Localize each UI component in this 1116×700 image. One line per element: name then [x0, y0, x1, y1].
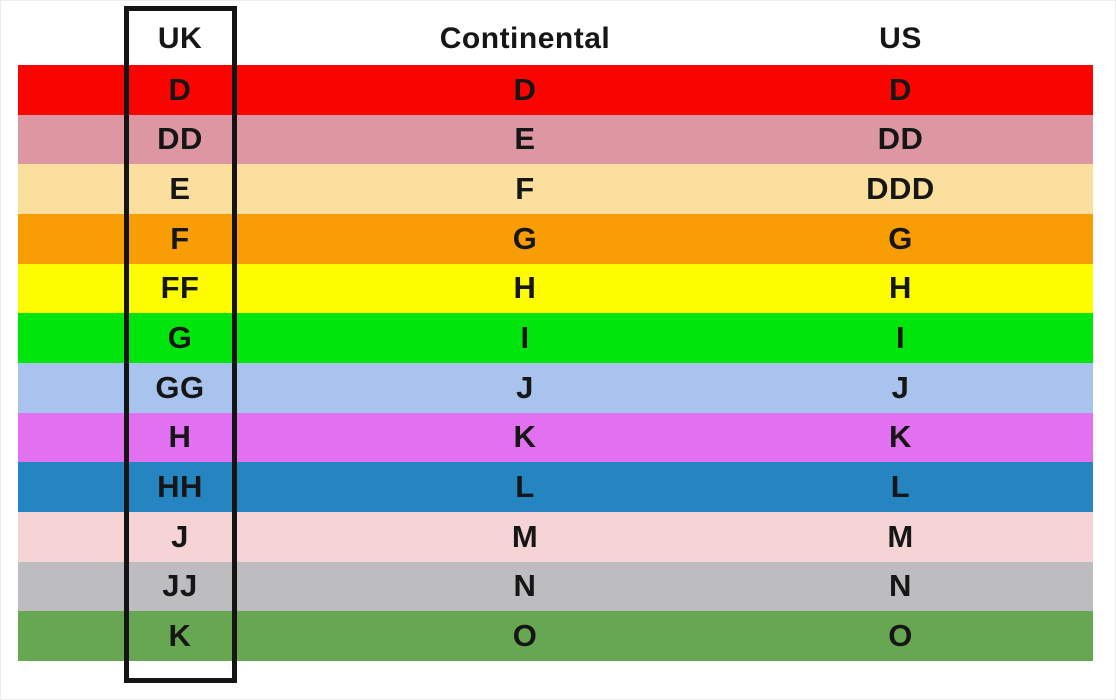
table-cell-continental: H [513, 270, 537, 306]
table-cell-us: G [888, 220, 913, 256]
table-cell-uk: JJ [162, 568, 198, 604]
table-rows: D D D DD E DD E F DDD F G G FF H H G I I GG J J H K K HH L L J M M JJ N… [18, 65, 1093, 661]
table-cell-continental: J [516, 369, 534, 405]
table-cell-continental: I [520, 320, 530, 356]
table-cell-uk: J [171, 518, 189, 554]
table-cell-us: D [889, 71, 912, 107]
table-cell-us: DDD [866, 171, 935, 207]
table-cell-continental: E [514, 121, 536, 157]
column-header-uk: UK [157, 22, 203, 55]
table-cell-continental: D [513, 71, 537, 107]
table-cell-us: J [891, 369, 910, 405]
column-header-continental: Continental [439, 22, 611, 55]
table-row: E F DDD [18, 164, 1093, 214]
table-cell-uk: H [168, 419, 192, 455]
table-cell-us: M [887, 518, 914, 554]
table-row: JJ N N [18, 561, 1093, 612]
table-cell-uk: D [168, 71, 192, 107]
table-cell-uk: G [167, 320, 193, 356]
table-cell-continental: G [512, 220, 538, 256]
table-cell-uk: DD [157, 121, 203, 157]
column-header-us: US [879, 22, 922, 55]
table-cell-uk: GG [155, 369, 205, 405]
table-cell-continental: O [512, 618, 538, 654]
table-cell-uk: HH [157, 469, 203, 505]
table-header: UK Continental US [18, 14, 1093, 64]
table-cell-uk: K [168, 618, 192, 654]
table-cell-continental: N [513, 568, 537, 604]
table-cell-us: H [889, 270, 912, 306]
table-row: FF H H [18, 263, 1093, 314]
table-row: GG J J [18, 363, 1093, 413]
table-cell-us: O [888, 618, 913, 654]
table-cell-continental: M [511, 518, 539, 554]
table-cell-continental: L [515, 469, 535, 505]
table-cell-uk: FF [160, 270, 200, 306]
table-cell-us: L [890, 469, 911, 505]
table-cell-uk: F [170, 220, 190, 256]
table-cell-continental: F [515, 171, 535, 207]
table-cell-uk: E [169, 171, 191, 207]
table-cell-continental: K [513, 419, 537, 455]
table-cell-us: K [889, 419, 912, 455]
table-cell-us: DD [877, 121, 924, 157]
table-cell-us: I [895, 320, 906, 356]
table-row: HH L L [18, 462, 1093, 512]
table-row: DD E DD [18, 114, 1093, 165]
table-cell-us: N [889, 568, 912, 604]
